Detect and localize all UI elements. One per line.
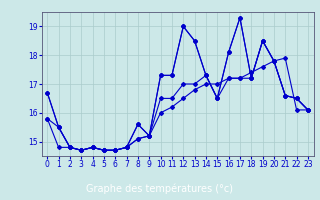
Text: Graphe des températures (°c): Graphe des températures (°c) — [86, 183, 234, 194]
